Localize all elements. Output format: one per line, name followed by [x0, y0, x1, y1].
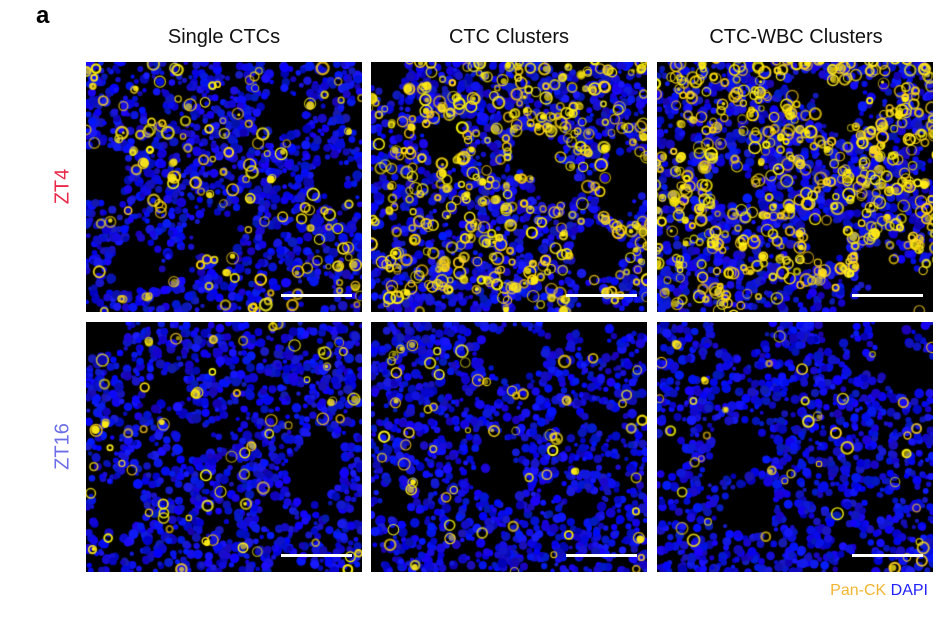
column-title-ctc-wbc-clusters: CTC-WBC Clusters	[709, 26, 883, 48]
scale-bar	[852, 294, 923, 297]
scale-bar	[566, 554, 637, 557]
scale-bar	[852, 554, 923, 557]
row-label-zt16: ZT16	[51, 423, 74, 470]
column-title-single-ctcs: Single CTCs	[167, 26, 281, 48]
column-title-ctc-clusters: CTC Clusters	[448, 26, 569, 48]
legend: Pan-CK DAPI	[830, 582, 928, 600]
micrograph-zt16-ctc-wbc-clusters	[657, 322, 933, 572]
row-label-zt4: ZT4	[51, 168, 74, 205]
panel-label: a	[36, 2, 50, 29]
scale-bar	[281, 554, 352, 557]
micrograph-zt16-single-ctcs	[86, 322, 362, 572]
micrograph-zt4-ctc-wbc-clusters	[657, 62, 933, 312]
scale-bar	[566, 294, 637, 297]
micrograph-zt4-single-ctcs	[86, 62, 362, 312]
legend-dapi: DAPI	[890, 582, 928, 599]
legend-pan-ck: Pan-CK	[830, 582, 887, 599]
micrograph-zt4-ctc-clusters	[371, 62, 647, 312]
scale-bar	[281, 294, 352, 297]
micrograph-zt16-ctc-clusters	[371, 322, 647, 572]
